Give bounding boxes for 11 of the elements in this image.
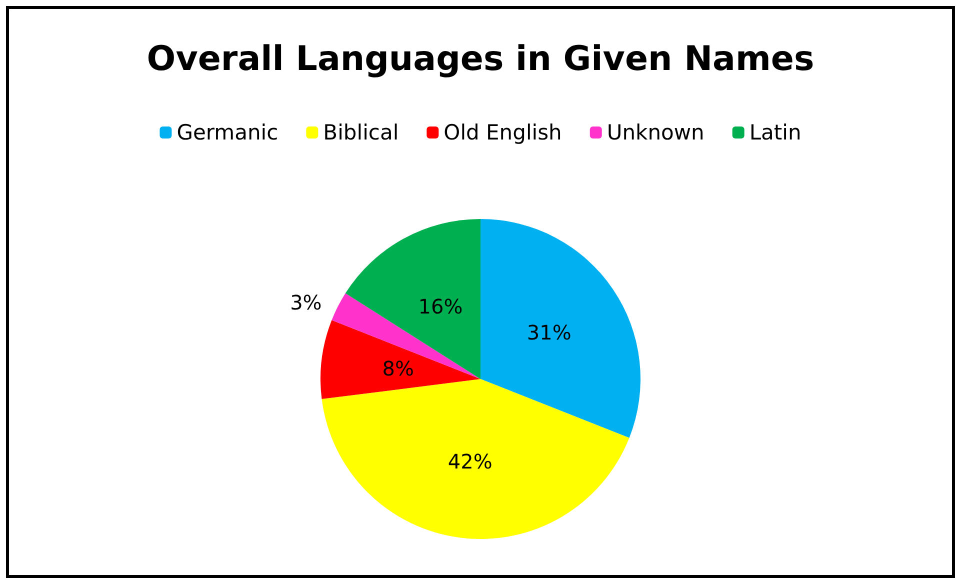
- data-label: 42%: [448, 449, 492, 474]
- legend-label: Germanic: [176, 120, 278, 144]
- legend-label: Unknown: [606, 120, 704, 144]
- legend-label: Biblical: [323, 120, 399, 144]
- data-label: 8%: [382, 356, 414, 381]
- chart-title: Overall Languages in Given Names: [146, 39, 814, 79]
- legend-label: Latin: [749, 120, 802, 144]
- data-label: 3%: [290, 290, 322, 315]
- data-label: 31%: [526, 320, 572, 344]
- data-label: 16%: [418, 294, 463, 318]
- legend-label: Old English: [444, 120, 562, 144]
